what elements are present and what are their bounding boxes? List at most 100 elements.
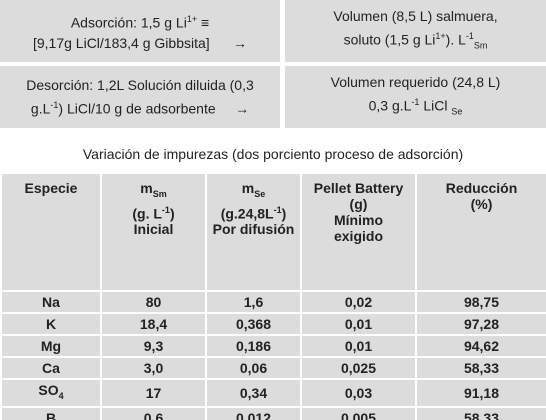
- data-cell: 17: [100, 378, 207, 408]
- text-line: mSm: [102, 180, 205, 202]
- data-cell: 0,6: [100, 405, 207, 420]
- text-line: Reducción: [417, 180, 546, 196]
- data-row: K 18,4 0,368 0,01 97,28: [0, 312, 546, 336]
- data-cell: 97,28: [415, 312, 546, 336]
- text-line: Por difusión: [207, 221, 300, 237]
- superscript: -1: [161, 204, 170, 215]
- text-line: 0,3 g.L-1 LiCl Se: [369, 92, 463, 121]
- subscript: Se: [451, 106, 463, 117]
- data-cell: 94,62: [415, 334, 546, 358]
- data-cell: 91,18: [415, 378, 546, 408]
- text: Volumen (8,5 L) salmuera,: [333, 8, 498, 25]
- text: 0,3 g.L: [368, 97, 412, 114]
- text: exigido: [333, 228, 383, 244]
- text: Por difusión: [212, 221, 295, 238]
- data-cell: 0,005: [300, 405, 417, 420]
- data-row: B 0,6 0,012 0,005 58,33: [0, 405, 546, 420]
- desorption-cell: Desorción: 1,2L Solución diluida (0,3 g.L…: [0, 66, 280, 128]
- text: Mínimo: [334, 212, 383, 228]
- desorption-row: Desorción: 1,2L Solución diluida (0,3 g.L…: [0, 66, 546, 128]
- data-cell: 80: [100, 290, 207, 314]
- data-cell: K: [0, 312, 102, 336]
- text-line: Adsorción: 1,5 g Li1+ ≡: [71, 9, 209, 33]
- superscript: 1+: [435, 31, 446, 42]
- impurity-table: Especie mSm (g. L-1) Inicial mSe (g.24,8L-1) P…: [0, 172, 546, 420]
- data-cell: 9,3: [100, 334, 207, 358]
- data-cell: 0,02: [300, 290, 417, 314]
- adsorption-row: Adsorción: 1,5 g Li1+ ≡ [9,17g LiCl/183,4…: [0, 0, 546, 62]
- text-line: (g): [302, 196, 415, 212]
- data-cell: 98,75: [415, 290, 546, 314]
- text-line: mSe: [207, 180, 300, 202]
- text-line: Pellet Battery: [302, 180, 415, 196]
- text: Volumen requerido (24,8 L): [330, 74, 501, 91]
- header-cell: Reducción (%): [415, 172, 546, 292]
- data-cell: 1,6: [205, 290, 302, 314]
- data-cell: 3,0: [100, 356, 207, 380]
- text: →: [215, 100, 250, 117]
- text: m: [140, 180, 153, 196]
- text: Inicial: [133, 221, 174, 238]
- text-line: (g.24,8L-1): [207, 202, 300, 222]
- text: →: [209, 34, 247, 51]
- header-row: Especie mSm (g. L-1) Inicial mSe (g.24,8L-1) P…: [0, 172, 546, 292]
- text: ) LiCl/10 g de adsorbente: [58, 100, 216, 117]
- text: (%): [470, 196, 493, 212]
- text: (g): [349, 196, 368, 212]
- table-title: Variación de impurezas (dos porciento pr…: [82, 146, 464, 162]
- text-line: Inicial: [102, 221, 205, 237]
- superscript: -1: [50, 100, 59, 111]
- data-row: Na 80 1,6 0,02 98,75: [0, 290, 546, 314]
- header-cell: Pellet Battery (g) Mínimo exigido: [300, 172, 417, 292]
- header-cell: mSe (g.24,8L-1) Por difusión: [205, 172, 302, 292]
- data-row: SO4 17 0,34 0,03 91,18: [0, 378, 546, 408]
- data-cell: 58,33: [415, 356, 546, 380]
- text: Desorción: 1,2L Solución diluida (0,3: [26, 77, 254, 94]
- text: Especie: [24, 180, 78, 196]
- subscript: Sm: [473, 40, 488, 51]
- text-line: (g. L-1): [102, 202, 205, 222]
- superscript: -1: [273, 204, 282, 215]
- data-cell: 0,01: [300, 334, 417, 358]
- data-cell: Na: [0, 290, 102, 314]
- text: soluto (1,5 g Li: [343, 31, 436, 48]
- data-cell: 0,368: [205, 312, 302, 336]
- data-cell: 0,012: [205, 405, 302, 420]
- data-cell: 18,4: [100, 312, 207, 336]
- header-cell: mSm (g. L-1) Inicial: [100, 172, 207, 292]
- text: SO: [38, 382, 59, 398]
- data-row: Mg 9,3 0,186 0,01 94,62: [0, 334, 546, 358]
- data-cell: 0,025: [300, 356, 417, 380]
- subscript: Se: [254, 188, 266, 199]
- superscript: -1: [465, 31, 474, 42]
- data-cell: 0,06: [205, 356, 302, 380]
- text-line: Volumen requerido (24,8 L): [331, 72, 501, 92]
- text: Reducción: [445, 180, 518, 196]
- text-line: Especie: [2, 180, 100, 196]
- data-cell: 0,186: [205, 334, 302, 358]
- text: [9,17g LiCl/183,4 g Gibbsita]: [32, 34, 210, 51]
- text-line: Desorción: 1,2L Solución diluida (0,3: [26, 75, 254, 95]
- data-cell: 0,03: [300, 378, 417, 408]
- text-line: exigido: [302, 228, 415, 244]
- header-cell: Especie: [0, 172, 102, 292]
- data-row: Ca 3,0 0,06 0,025 58,33: [0, 356, 546, 380]
- text-line: soluto (1,5 g Li1+). L-1Sm: [344, 26, 488, 55]
- data-cell: SO4: [0, 378, 102, 408]
- data-cell: 0,34: [205, 378, 302, 408]
- superscript: 1+: [186, 14, 198, 25]
- text: ): [169, 205, 175, 222]
- text-line: g.L-1) LiCl/10 g de adsorbente →: [31, 95, 249, 119]
- text-line: Volumen (8,5 L) salmuera,: [333, 6, 497, 26]
- data-cell: 58,33: [415, 405, 546, 420]
- text: (g. L: [132, 205, 162, 222]
- text: m: [241, 180, 255, 196]
- desorption-result-cell: Volumen requerido (24,8 L) 0,3 g.L-1 LiCl…: [285, 66, 546, 128]
- text: ). L: [445, 31, 466, 48]
- subscript: Sm: [152, 188, 167, 199]
- adsorption-cell: Adsorción: 1,5 g Li1+ ≡ [9,17g LiCl/183,4…: [0, 0, 280, 62]
- subscript: 4: [58, 390, 64, 401]
- data-cell: Ca: [0, 356, 102, 380]
- text-line: Mínimo: [302, 212, 415, 228]
